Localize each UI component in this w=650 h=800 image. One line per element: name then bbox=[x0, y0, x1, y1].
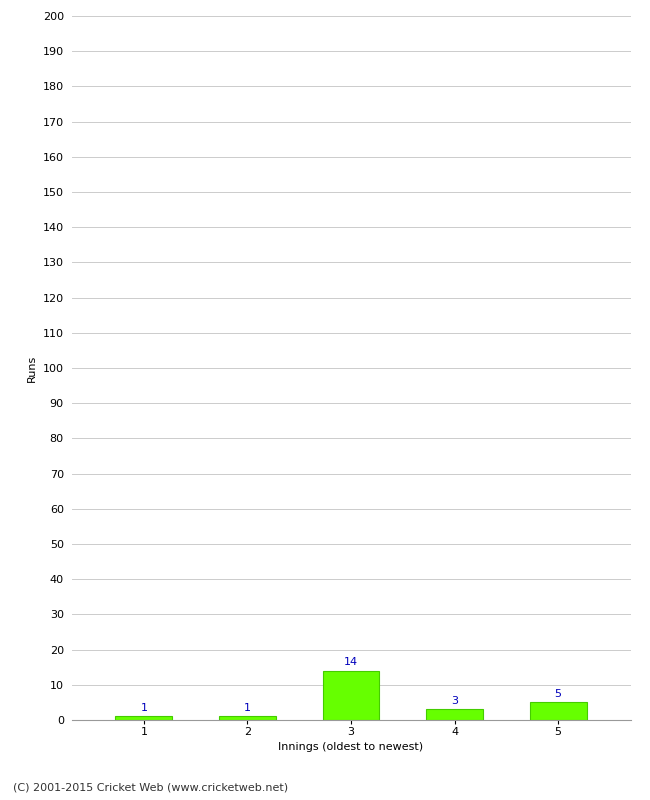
Text: 1: 1 bbox=[140, 703, 148, 713]
Text: 5: 5 bbox=[554, 689, 562, 699]
Text: 1: 1 bbox=[244, 703, 251, 713]
Text: 14: 14 bbox=[344, 658, 358, 667]
Text: (C) 2001-2015 Cricket Web (www.cricketweb.net): (C) 2001-2015 Cricket Web (www.cricketwe… bbox=[13, 782, 288, 792]
Bar bbox=[116, 717, 172, 720]
Y-axis label: Runs: Runs bbox=[27, 354, 37, 382]
Text: 3: 3 bbox=[451, 696, 458, 706]
Bar bbox=[322, 670, 380, 720]
X-axis label: Innings (oldest to newest): Innings (oldest to newest) bbox=[278, 742, 424, 753]
Bar bbox=[426, 710, 483, 720]
Bar bbox=[219, 717, 276, 720]
Bar bbox=[530, 702, 586, 720]
